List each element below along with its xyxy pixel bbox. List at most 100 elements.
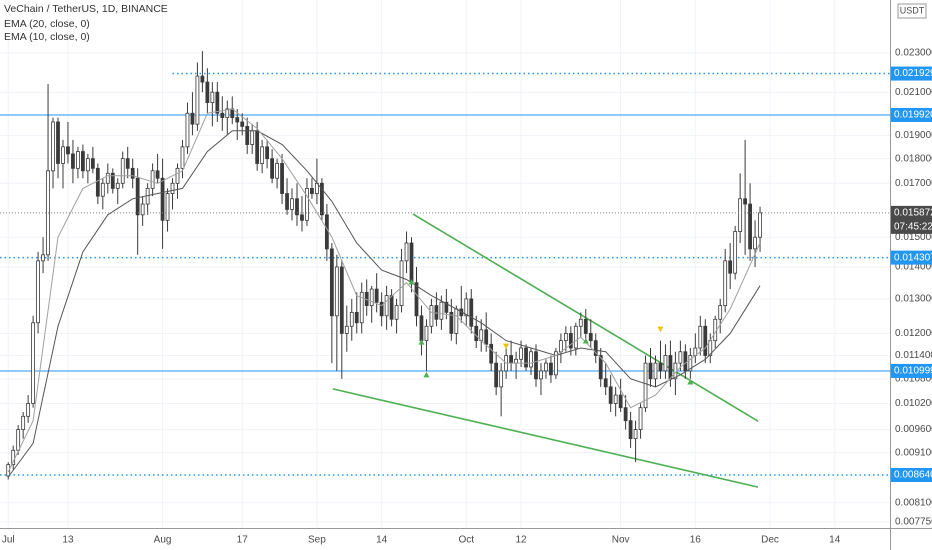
grid [0,0,890,528]
x-tick-label: 14 [829,535,841,546]
candle-body [175,167,180,184]
candle-body [489,343,494,364]
plot [0,51,890,488]
level-label: 0.008640 [894,470,932,481]
candle-body [509,355,513,364]
candle-body [41,254,45,262]
x-tick-label: 12 [515,535,527,546]
x-tick-label: Aug [154,535,172,546]
level-label-box [891,66,932,81]
candle-body [190,112,195,125]
candle-body [290,198,294,210]
candle-body [529,351,533,368]
candle-body [698,325,703,349]
candle-body [583,318,588,334]
candle-body [120,158,125,184]
candle-body [329,248,334,317]
candle-body [205,81,210,104]
chart-title: VeChain / TetherUS, 1D, BINANCE [4,3,168,15]
x-tick-label: Dec [761,535,779,546]
candle-body [578,318,583,327]
candle-body [56,121,60,164]
candle-body [6,464,11,477]
candle-body [305,187,309,221]
candle-body [26,403,31,417]
candle-body [379,301,384,317]
ema-line [7,108,761,473]
candle-body [85,158,90,172]
candle-body [663,355,668,372]
candle-body [81,151,85,172]
candle-body [160,177,165,221]
candle-body [653,362,658,380]
candle-body [76,151,80,169]
candle-body [643,362,648,409]
candle-body [748,203,752,250]
candle-body [549,362,553,376]
candle-body [220,112,225,118]
candle-body [31,322,36,404]
signal-marker [582,338,589,344]
candle-body [90,158,95,169]
candle-body [285,193,289,210]
level-label-box [891,467,932,482]
candle-body [324,214,329,250]
candle-body [310,187,314,194]
candle-body [21,415,26,430]
candle-body [464,298,469,317]
level-label: 0.021929 [894,68,932,79]
candle-body [544,362,548,372]
candle-body [125,158,130,169]
candle-body [140,203,145,216]
candle-body [683,351,688,372]
currency-box [897,3,927,19]
candle-body [618,394,623,409]
candle-body [339,266,344,334]
candle-body [11,449,16,466]
candle-body [633,429,638,440]
candle-body [499,370,504,388]
level-label-box [891,107,932,122]
candle-body [319,182,324,216]
legend-entry: EMA (20, close, 0) [4,18,90,30]
candle-body [743,198,748,205]
trendline [332,388,759,488]
level-label: 0.019920 [894,110,932,121]
last-price-label: 0.015872 [894,208,932,219]
candle-body [354,311,359,324]
candle-body [16,429,21,451]
currency: USDT [900,5,925,15]
candle-body [260,146,265,164]
ema-line [7,130,761,478]
candle-body [414,282,419,317]
legend-entry: EMA (10, close, 0) [4,31,90,43]
candle-body [389,295,394,320]
candle-body [409,242,414,284]
candle-body [738,198,743,232]
x-tick-label: Oct [459,535,475,546]
candle-body [429,305,434,327]
y-tick-label: 0.011400 [895,350,932,361]
candle-body [135,177,140,216]
candle-body [469,298,474,327]
candle-body [474,325,479,342]
candle-body [638,407,643,430]
x-tick-label: 16 [690,535,702,546]
signal-marker [503,343,510,350]
candle-body [419,315,424,342]
candle-body [51,121,55,172]
candle-body [608,386,613,404]
candle-body [598,355,603,380]
level-label: 0.014307 [894,252,932,263]
candle-body [295,198,299,216]
candle-body [255,130,260,164]
